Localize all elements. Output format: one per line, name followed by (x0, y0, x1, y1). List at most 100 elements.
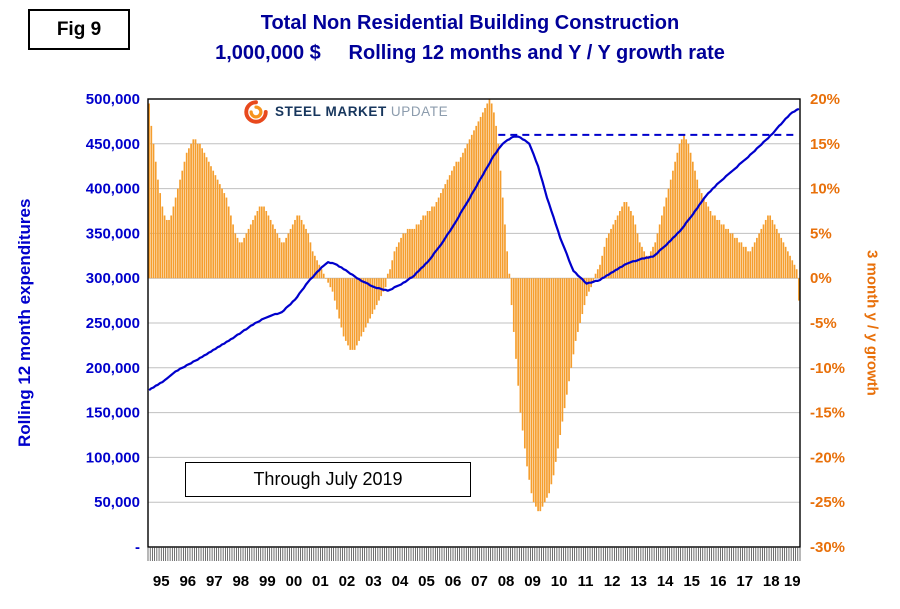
growth-bar (194, 139, 197, 279)
growth-bar (674, 161, 676, 279)
growth-bar (758, 233, 760, 279)
growth-bar (767, 215, 769, 279)
right-axis-tick-label: 15% (810, 136, 840, 153)
left-axis-tick-label: 150,000 (86, 405, 140, 422)
growth-bar (479, 116, 482, 279)
growth-bar (327, 278, 329, 283)
growth-bar (311, 251, 314, 279)
growth-bar (599, 264, 601, 279)
growth-bar (320, 269, 323, 279)
growth-bar (495, 125, 497, 279)
growth-bar (280, 242, 283, 279)
growth-bar (243, 237, 245, 279)
year-label: 03 (365, 573, 382, 590)
growth-bar (647, 255, 650, 279)
growth-bar (554, 278, 557, 462)
growth-bar (570, 278, 573, 368)
growth-bar (340, 278, 343, 328)
growth-bar (225, 197, 228, 279)
growth-bar (764, 219, 767, 279)
growth-bar (654, 242, 657, 279)
growth-bar (751, 246, 754, 279)
growth-bar (417, 224, 420, 279)
growth-bar (241, 242, 243, 279)
growth-bar (428, 211, 431, 279)
growth-bar (515, 278, 517, 359)
year-label: 04 (392, 573, 409, 590)
growth-bar (568, 278, 570, 382)
growth-bar (625, 202, 628, 279)
growth-bar (338, 278, 341, 319)
growth-bar (550, 278, 553, 485)
growth-bar (375, 278, 378, 306)
growth-bar (400, 237, 402, 279)
growth-bar (181, 170, 184, 279)
growth-bar (539, 278, 542, 512)
growth-bar (546, 278, 548, 498)
year-label: 96 (179, 573, 196, 590)
right-axis-tick-label: -5% (810, 315, 837, 332)
growth-bar (627, 206, 630, 279)
growth-bar (170, 215, 173, 279)
growth-bar (581, 278, 584, 315)
growth-bar (426, 211, 429, 279)
growth-bar (150, 125, 153, 279)
growth-bar (448, 175, 451, 279)
growth-bar (353, 278, 356, 350)
growth-bar (398, 242, 400, 279)
growth-bar (218, 184, 221, 279)
growth-bar (148, 103, 150, 279)
left-axis-tick-label: 400,000 (86, 181, 140, 198)
growth-bar (216, 179, 219, 279)
growth-bar (393, 251, 396, 279)
through-date-label: Through July 2019 (253, 469, 403, 489)
growth-bar (592, 278, 595, 283)
growth-bar (406, 228, 409, 279)
year-label: 00 (286, 573, 303, 590)
growth-bar (700, 193, 703, 279)
right-axis-tick-label: -25% (810, 494, 845, 511)
growth-bar (499, 170, 502, 279)
growth-bar (232, 224, 234, 279)
growth-bar (656, 233, 659, 279)
year-label: 19 (784, 573, 801, 590)
growth-bar (557, 278, 559, 449)
growth-bar (395, 246, 398, 279)
growth-bar (276, 233, 279, 279)
growth-bar (238, 242, 241, 279)
growth-bar (619, 211, 621, 279)
growth-bar (696, 179, 699, 279)
growth-bar (289, 228, 292, 279)
year-label: 10 (551, 573, 568, 590)
growth-bar (196, 143, 199, 279)
growth-bar (521, 278, 524, 431)
growth-bar (632, 215, 634, 279)
year-label: 95 (153, 573, 170, 590)
year-label: 06 (445, 573, 462, 590)
growth-bar (775, 228, 778, 279)
growth-bar (203, 152, 206, 279)
growth-bar (291, 224, 294, 279)
growth-bar (694, 170, 696, 279)
growth-bar (347, 278, 349, 346)
growth-bar (190, 143, 192, 279)
growth-bar (207, 161, 210, 279)
right-axis-tick-label: -10% (810, 360, 845, 377)
growth-bar (780, 237, 783, 279)
growth-bar (574, 278, 577, 341)
growth-bar (588, 278, 590, 292)
growth-bar (415, 224, 418, 279)
growth-bar (263, 206, 265, 279)
growth-bar (265, 211, 268, 279)
growth-bar (612, 224, 615, 279)
growth-bar (453, 166, 455, 279)
growth-bar (484, 107, 486, 279)
growth-bar (285, 237, 287, 279)
growth-bar (274, 228, 276, 279)
growth-bar (605, 237, 608, 279)
right-axis-tick-label: 10% (810, 181, 840, 198)
growth-bar (369, 278, 371, 319)
growth-bar (470, 134, 473, 279)
growth-bar (466, 143, 469, 279)
